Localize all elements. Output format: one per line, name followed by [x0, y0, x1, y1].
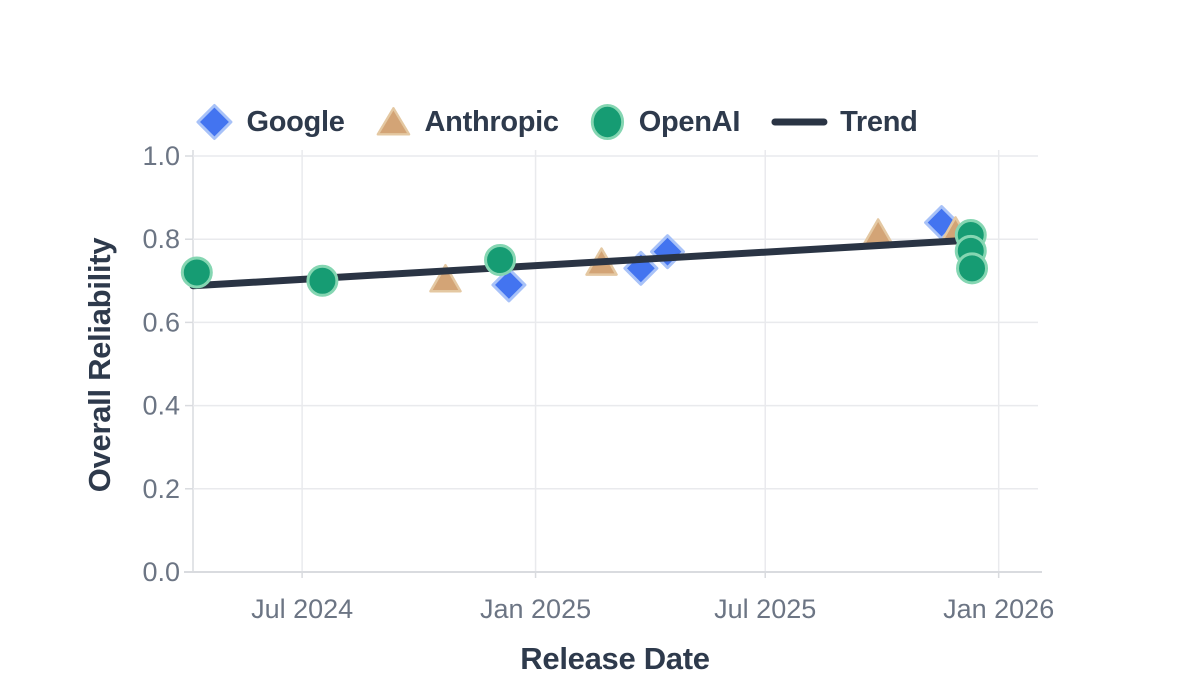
- y-tick-label: 0.8: [142, 224, 180, 254]
- legend-item-trend[interactable]: Trend: [770, 105, 918, 139]
- data-point-openai[interactable]: [484, 244, 517, 276]
- legend-item-openai[interactable]: OpenAI: [589, 102, 740, 142]
- diamond-icon: [196, 104, 233, 140]
- legend-item-google[interactable]: Google: [194, 102, 345, 142]
- circle-icon: [591, 103, 625, 141]
- y-tick-label: 1.0: [142, 141, 180, 171]
- line-icon: [771, 118, 828, 126]
- data-point-openai[interactable]: [956, 252, 989, 285]
- legend-label-trend: Trend: [840, 105, 918, 138]
- x-tick-label: Jan 2025: [480, 594, 591, 624]
- data-point-google[interactable]: [650, 234, 686, 270]
- legend-label-openai: OpenAI: [638, 105, 741, 138]
- x-tick-label: Jan 2026: [943, 594, 1054, 624]
- y-tick-label: 0.6: [142, 307, 180, 337]
- legend-label-anthropic: Anthropic: [424, 105, 560, 138]
- y-tick-label: 0.4: [142, 391, 180, 421]
- legend-item-anthropic[interactable]: Anthropic: [375, 104, 559, 140]
- triangle-icon: [376, 107, 411, 136]
- legend: Google Anthropic OpenAI Trend: [194, 102, 918, 142]
- legend-label-google: Google: [246, 105, 345, 138]
- y-tick-label: 0.0: [142, 557, 180, 587]
- x-axis-title: Release Date: [520, 641, 710, 676]
- y-axis-title: Overall Reliability: [82, 237, 117, 493]
- x-tick-label: Jul 2024: [251, 594, 353, 624]
- y-tick-label: 0.2: [142, 474, 180, 504]
- data-point-anthropic[interactable]: [429, 263, 462, 293]
- data-point-openai[interactable]: [306, 264, 339, 297]
- data-point-google[interactable]: [491, 267, 527, 303]
- data-point-openai[interactable]: [180, 256, 213, 289]
- x-tick-label: Jul 2025: [714, 594, 816, 624]
